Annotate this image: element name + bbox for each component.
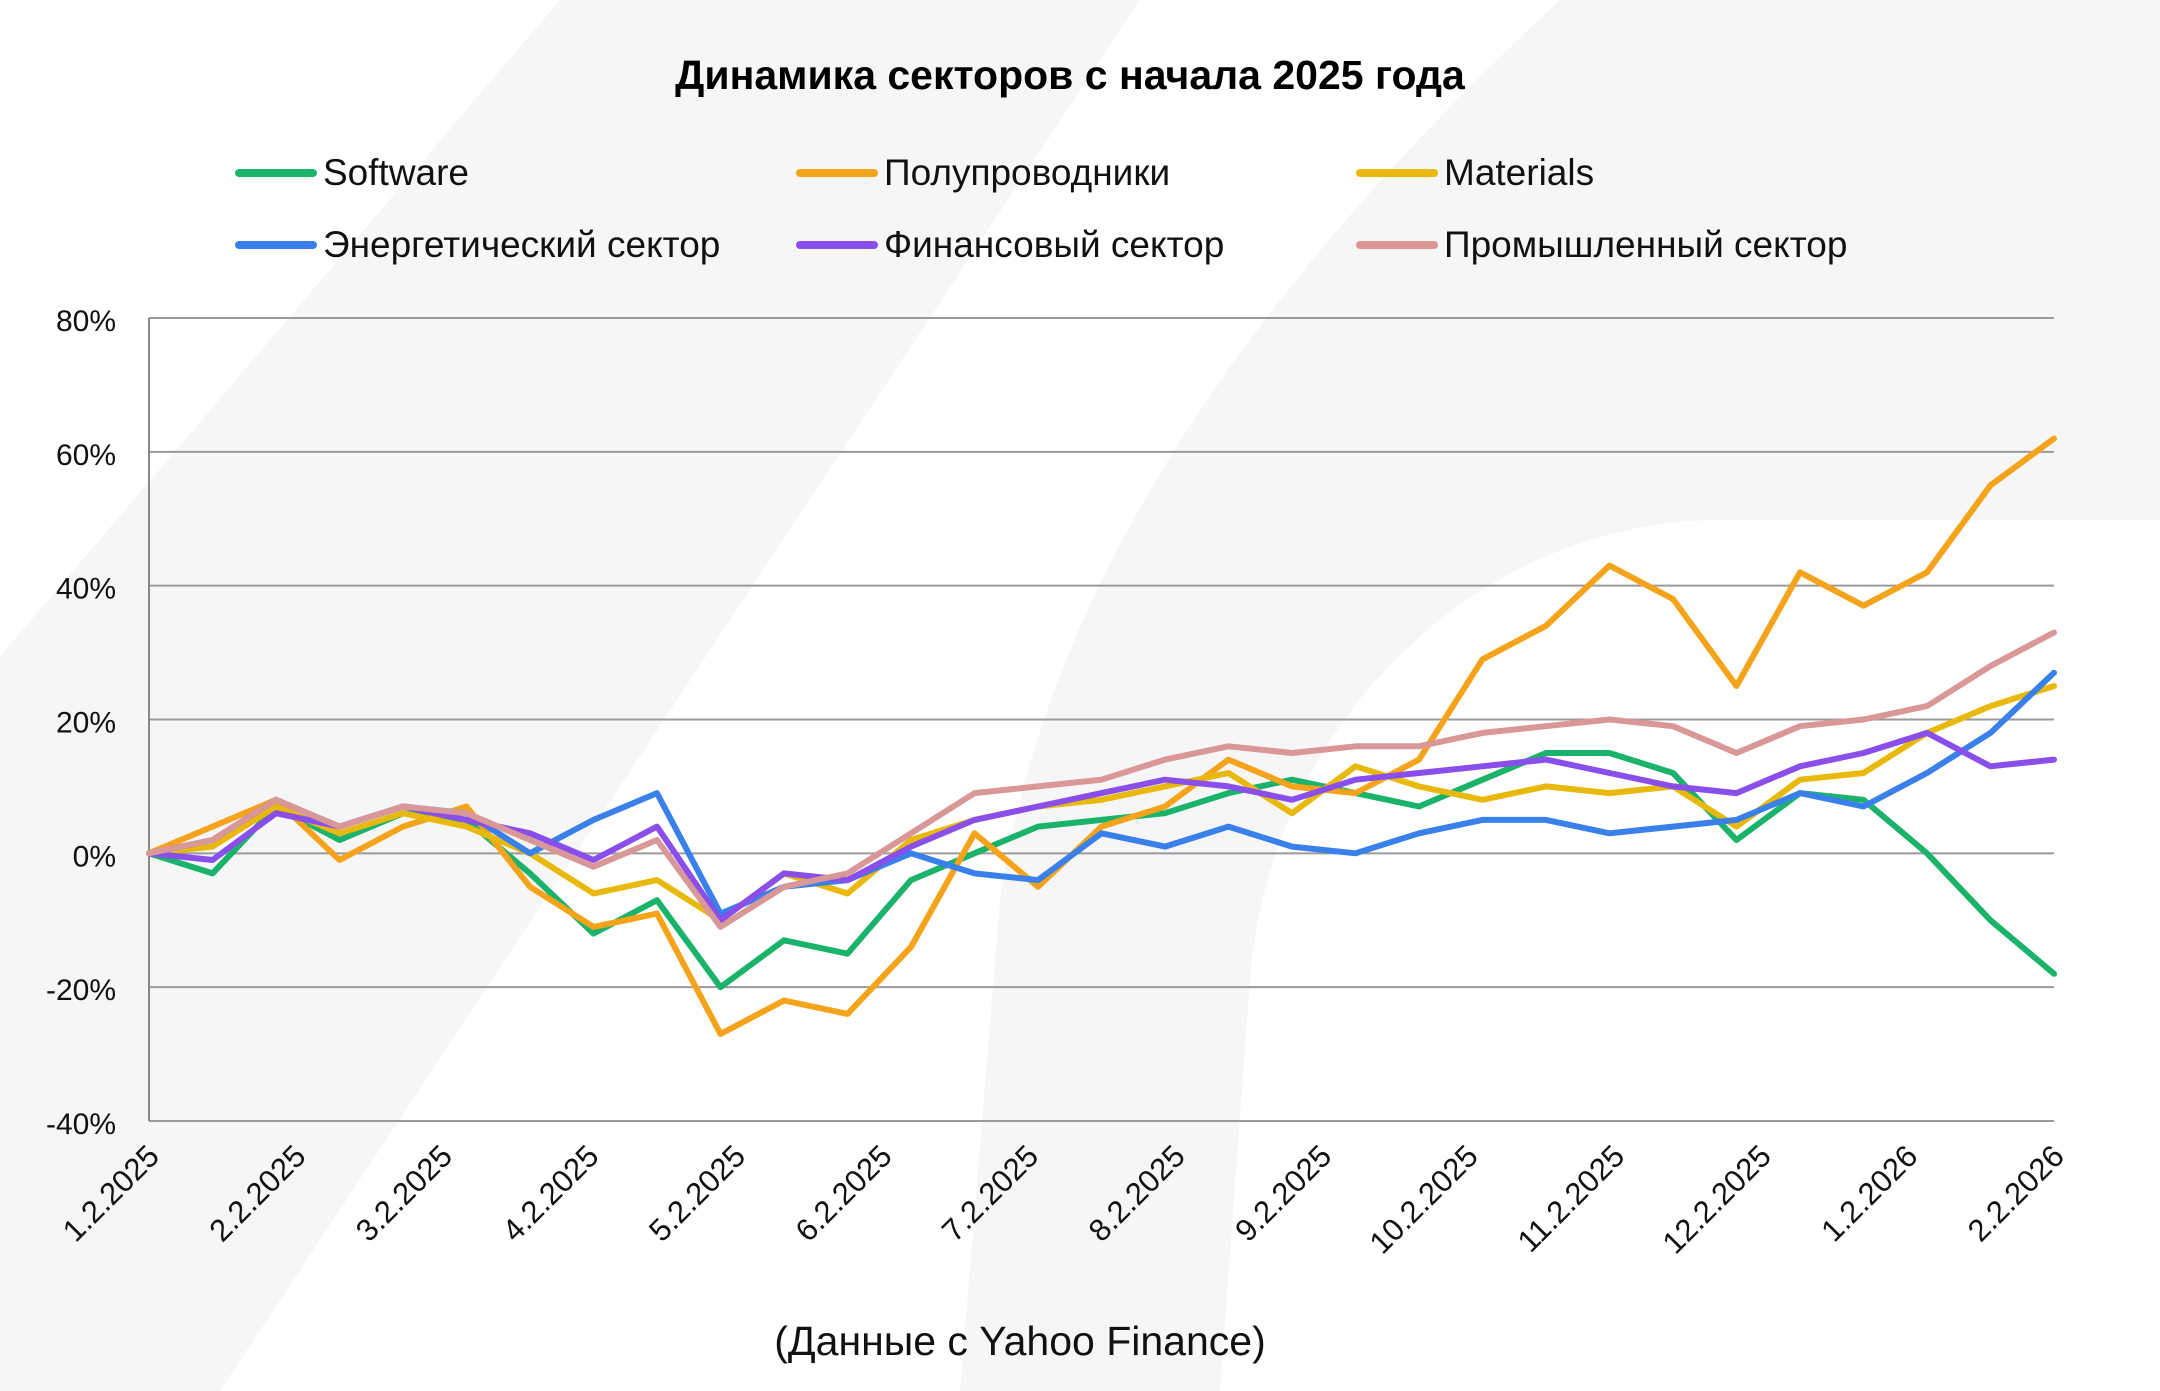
legend-swatch: [235, 241, 317, 249]
legend-swatch: [1356, 241, 1438, 249]
legend-label: Промышленный сектор: [1444, 224, 1848, 265]
legend-swatch: [796, 169, 878, 177]
series-line: [146, 729, 2057, 924]
x-tick-label: 2.2.2025: [202, 1138, 312, 1248]
y-tick-label: 60%: [56, 439, 116, 472]
legend-label: Финансовый сектор: [884, 224, 1225, 265]
x-tick-label: 2.2.2026: [1961, 1138, 2071, 1248]
legend-swatch: [1356, 169, 1438, 177]
source-note: (Данные с Yahoo Finance): [774, 1318, 1266, 1364]
legend-item-software: Software: [235, 148, 469, 198]
chart-title: Динамика секторов с начала 2025 года: [675, 52, 1465, 98]
legend-item-industrial: Промышленный сектор: [1356, 220, 1847, 270]
legend-label: Полупроводники: [884, 152, 1171, 193]
legend: Software Полупроводники Materials Энерге…: [0, 0, 2160, 300]
x-tick-label: 8.2.2025: [1082, 1138, 1192, 1248]
x-tick-label: 4.2.2025: [495, 1138, 605, 1248]
legend-label: Энергетический сектор: [323, 224, 721, 265]
x-tick-label: 12.2.2025: [1656, 1138, 1778, 1260]
x-tick-label: 1.2.2025: [56, 1138, 166, 1248]
series-line: [146, 750, 2057, 991]
x-tick-label: 6.2.2025: [789, 1138, 899, 1248]
x-tick-label: 3.2.2025: [349, 1138, 459, 1248]
legend-item-energy: Энергетический сектор: [235, 220, 720, 270]
legend-swatch: [235, 169, 317, 177]
y-tick-label: 20%: [56, 707, 116, 740]
y-tick-label: 0%: [73, 840, 116, 873]
y-tick-label: -20%: [46, 974, 116, 1007]
x-tick-label: 10.2.2025: [1363, 1138, 1485, 1260]
legend-label: Software: [323, 152, 470, 193]
series-line: [146, 435, 2057, 1037]
x-tick-label: 1.2.2026: [1814, 1138, 1924, 1248]
legend-label: Materials: [1444, 152, 1595, 193]
legend-item-financial: Финансовый сектор: [796, 220, 1224, 270]
x-tick-label: 7.2.2025: [935, 1138, 1045, 1248]
series-line: [146, 683, 2057, 924]
legend-item-materials: Materials: [1356, 148, 1594, 198]
series-line: [146, 629, 2057, 930]
y-tick-label: -40%: [46, 1108, 116, 1141]
legend-swatch: [796, 241, 878, 249]
x-tick-label: 5.2.2025: [642, 1138, 752, 1248]
x-tick-label: 11.2.2025: [1511, 1138, 1632, 1259]
legend-item-semiconductors: Полупроводники: [796, 148, 1170, 198]
x-tick-label: 9.2.2025: [1228, 1138, 1338, 1248]
y-tick-label: 80%: [56, 305, 116, 338]
y-tick-label: 40%: [56, 573, 116, 606]
